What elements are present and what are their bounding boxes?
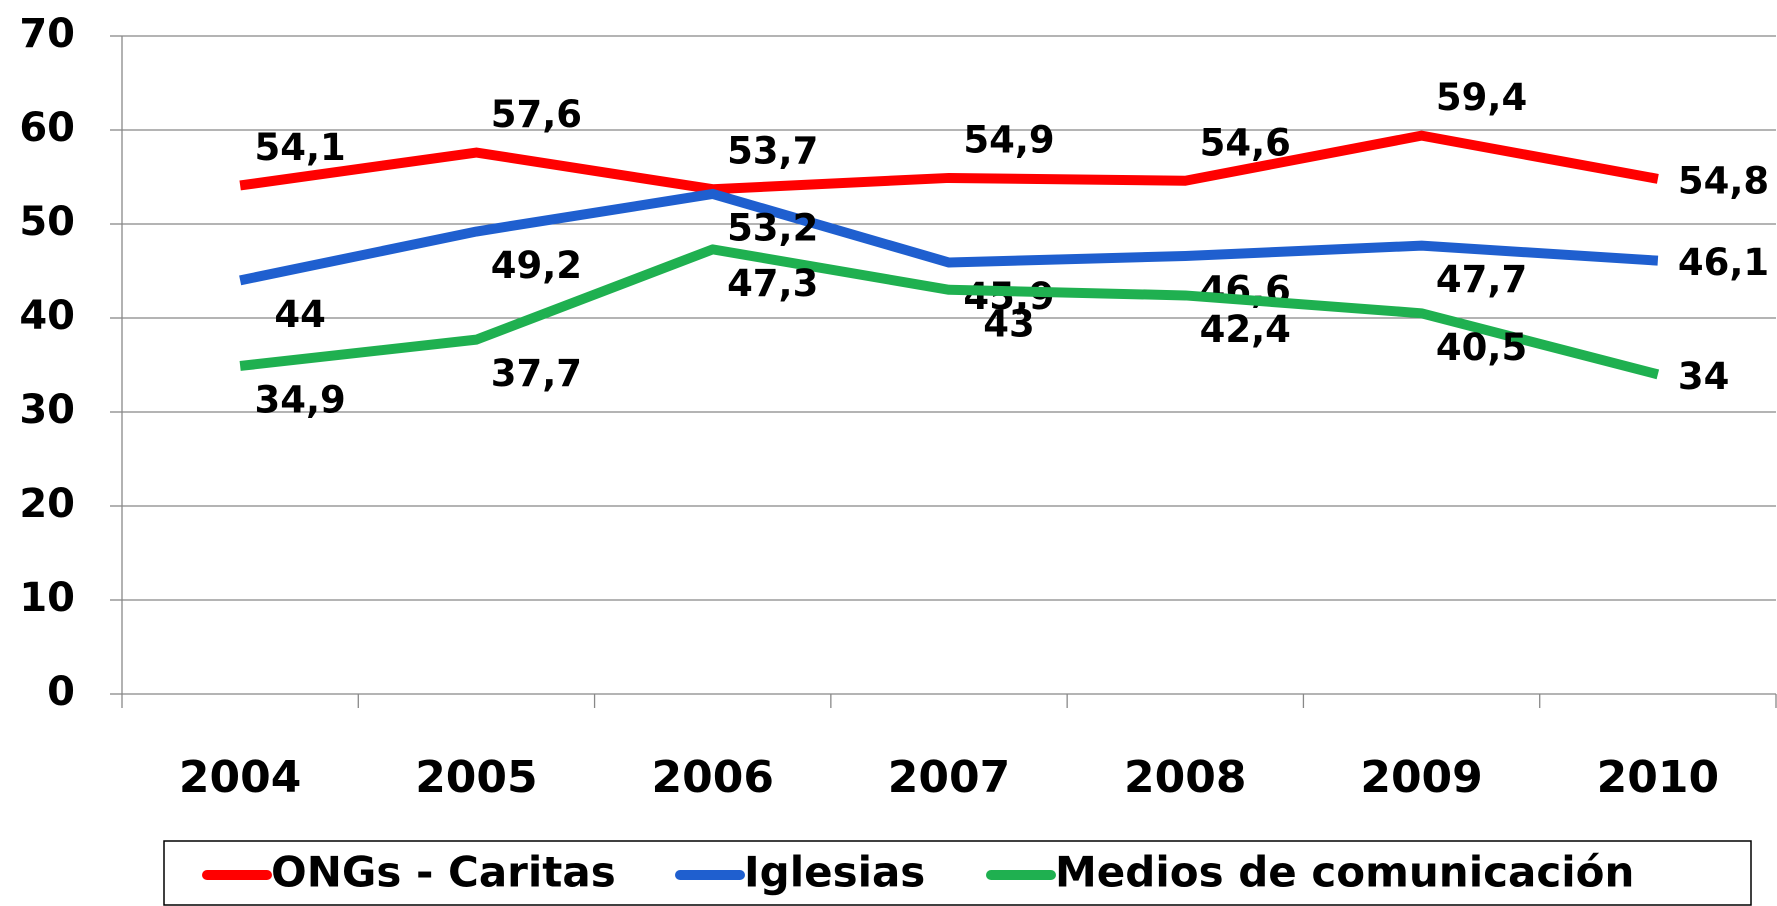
data-label: 53,7 (727, 130, 818, 173)
data-label: 42,4 (1200, 308, 1291, 351)
data-label: 53,2 (727, 206, 818, 249)
data-label: 43 (983, 302, 1035, 345)
data-label: 34,9 (254, 378, 345, 421)
data-label: 34 (1678, 355, 1730, 398)
data-label: 47,3 (727, 262, 818, 305)
y-tick-label: 70 (19, 11, 75, 57)
legend-label: Iglesias (744, 848, 925, 897)
data-label: 54,1 (254, 126, 345, 169)
x-tick-label: 2010 (1597, 752, 1719, 803)
line-series (239, 130, 1659, 195)
y-tick-label: 50 (19, 199, 75, 245)
y-tick-label: 10 (19, 575, 75, 621)
data-label: 40,5 (1436, 326, 1527, 369)
line-series (239, 244, 1660, 380)
data-label: 49,2 (491, 244, 582, 287)
data-label: 54,8 (1678, 159, 1769, 202)
x-tick-label: 2007 (888, 752, 1010, 803)
y-tick-label: 20 (19, 481, 75, 527)
y-tick-label: 0 (47, 669, 75, 715)
data-label: 54,9 (963, 118, 1054, 161)
x-tick-label: 2004 (179, 752, 301, 803)
x-tick-label: 2009 (1360, 752, 1482, 803)
data-label: 37,7 (491, 352, 582, 395)
y-tick-label: 40 (19, 293, 75, 339)
legend-box (163, 840, 1752, 906)
x-tick-label: 2006 (651, 752, 773, 803)
data-label: 44 (274, 293, 326, 336)
x-tick-label: 2008 (1124, 752, 1246, 803)
data-label: 54,6 (1200, 121, 1291, 164)
data-label: 59,4 (1436, 76, 1527, 119)
x-tick-label: 2005 (415, 752, 537, 803)
legend-label: Medios de comunicación (1055, 848, 1634, 897)
legend-label: ONGs - Caritas (271, 848, 616, 897)
data-label: 46,1 (1678, 241, 1769, 284)
line-series (239, 188, 1659, 286)
data-label: 47,7 (1436, 258, 1527, 301)
y-tick-label: 30 (19, 387, 75, 433)
y-tick-label: 60 (19, 105, 75, 151)
data-label: 57,6 (491, 93, 582, 136)
